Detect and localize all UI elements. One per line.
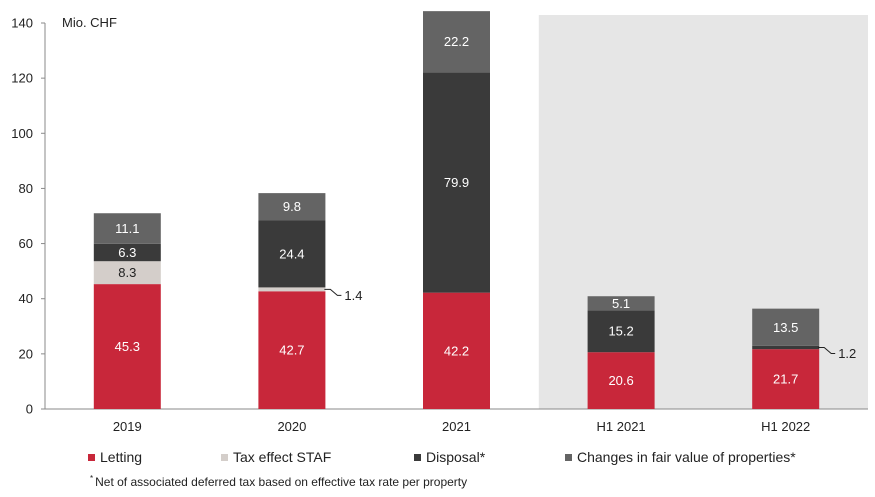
y-tick-label-120: 120 <box>11 71 33 86</box>
bar-2019-letting <box>93 284 161 409</box>
legend-item-fair-value: Changes in fair value of properties* <box>565 449 796 465</box>
bar-h1-2022-disposal <box>752 345 820 350</box>
bar-2019-tax-effect-staf <box>93 261 161 285</box>
data-label-h1-2022-changes-in-fair-value-of-properties: 13.5 <box>773 320 798 335</box>
x-category-label-2020: 2020 <box>277 419 306 434</box>
legend-swatch-letting <box>88 453 95 461</box>
bar-h1-2021-changes-in-fair-value-of-properties <box>587 296 655 311</box>
data-label-2019-tax-effect-staf: 8.3 <box>118 265 136 280</box>
y-tick-label-80: 80 <box>19 181 33 196</box>
legend-swatch-tax-effect-staf <box>221 453 228 461</box>
bar-2020-letting <box>258 291 326 409</box>
y-tick-label-60: 60 <box>19 236 33 251</box>
y-tick-label-0: 0 <box>26 402 33 417</box>
data-label-h1-2021-disposal: 15.2 <box>608 324 633 339</box>
y-tick-label-140: 140 <box>11 16 33 31</box>
legend-label-tax-effect-staf: Tax effect STAF <box>233 449 332 465</box>
bar-2020-changes-in-fair-value-of-properties <box>258 193 326 221</box>
data-label-2019-disposal: 6.3 <box>118 245 136 260</box>
bar-h1-2022-letting <box>752 349 820 409</box>
x-category-label-2021: 2021 <box>442 419 471 434</box>
x-category-label-2019: 2019 <box>113 419 142 434</box>
bar-2020-disposal <box>258 220 326 288</box>
data-label-2020-changes-in-fair-value-of-properties: 9.8 <box>283 199 301 214</box>
x-category-label-h1-2021: H1 2021 <box>597 419 646 434</box>
legend-item-disposal: Disposal* <box>414 449 485 465</box>
data-label-h1-2022-disposal: 1.2 <box>838 346 856 361</box>
leader-line-2020-tax-effect-staf <box>324 288 342 296</box>
legend-swatch-disposal <box>414 453 421 461</box>
legend-label-fair-value: Changes in fair value of properties* <box>577 449 796 465</box>
data-label-h1-2021-changes-in-fair-value-of-properties: 5.1 <box>612 296 630 311</box>
y-tick-label-100: 100 <box>11 126 33 141</box>
data-label-2020-tax-effect-staf: 1.4 <box>344 288 362 303</box>
bar-2019-disposal <box>93 243 161 262</box>
legend-label-letting: Letting <box>100 449 143 465</box>
data-label-h1-2022-letting: 21.7 <box>773 372 798 387</box>
bar-h1-2021-letting <box>587 352 655 409</box>
data-label-2020-disposal: 24.4 <box>279 246 304 261</box>
bar-2019-changes-in-fair-value-of-properties <box>93 213 161 244</box>
legend-swatch-fair-value <box>565 453 572 461</box>
footnote-text: Net of associated deferred tax based on … <box>95 475 468 489</box>
legend-item-tax-effect-staf: Tax effect STAF <box>221 449 331 465</box>
bar-2021-letting <box>423 292 490 409</box>
bar-h1-2022-changes-in-fair-value-of-properties <box>752 308 820 346</box>
y-tick-label-40: 40 <box>19 291 33 306</box>
data-label-2021-disposal: 79.9 <box>444 175 469 190</box>
legend-item-letting: Letting <box>88 449 142 465</box>
bar-2021-disposal <box>423 72 490 293</box>
unit-label: Mio. CHF <box>62 15 117 30</box>
x-category-label-h1-2022: H1 2022 <box>761 419 810 434</box>
data-label-2020-letting: 42.7 <box>279 343 304 358</box>
data-label-2019-letting: 45.3 <box>115 339 140 354</box>
data-label-h1-2021-letting: 20.6 <box>608 373 633 388</box>
legend: Letting Tax effect STAF Disposal* Change… <box>88 449 868 469</box>
footnote: * Net of associated deferred tax based on… <box>90 474 467 489</box>
footnote-marker: * <box>90 474 94 483</box>
bar-2020-tax-effect-staf <box>258 287 326 292</box>
data-label-2021-changes-in-fair-value-of-properties: 22.2 <box>444 34 469 49</box>
legend-label-disposal: Disposal* <box>426 449 486 465</box>
bar-2021-changes-in-fair-value-of-properties <box>423 11 490 73</box>
data-label-2019-changes-in-fair-value-of-properties: 11.1 <box>115 221 139 236</box>
stacked-bar-chart: 0 20 40 60 80 100 120 140 Mio. CHF 45.3 8.3 6.3 11.1… <box>11 11 868 434</box>
data-label-2021-letting: 42.2 <box>444 343 469 358</box>
leader-line-h1-2022-disposal <box>818 347 836 355</box>
bar-h1-2021-disposal <box>587 310 655 353</box>
y-tick-label-20: 20 <box>19 346 33 361</box>
